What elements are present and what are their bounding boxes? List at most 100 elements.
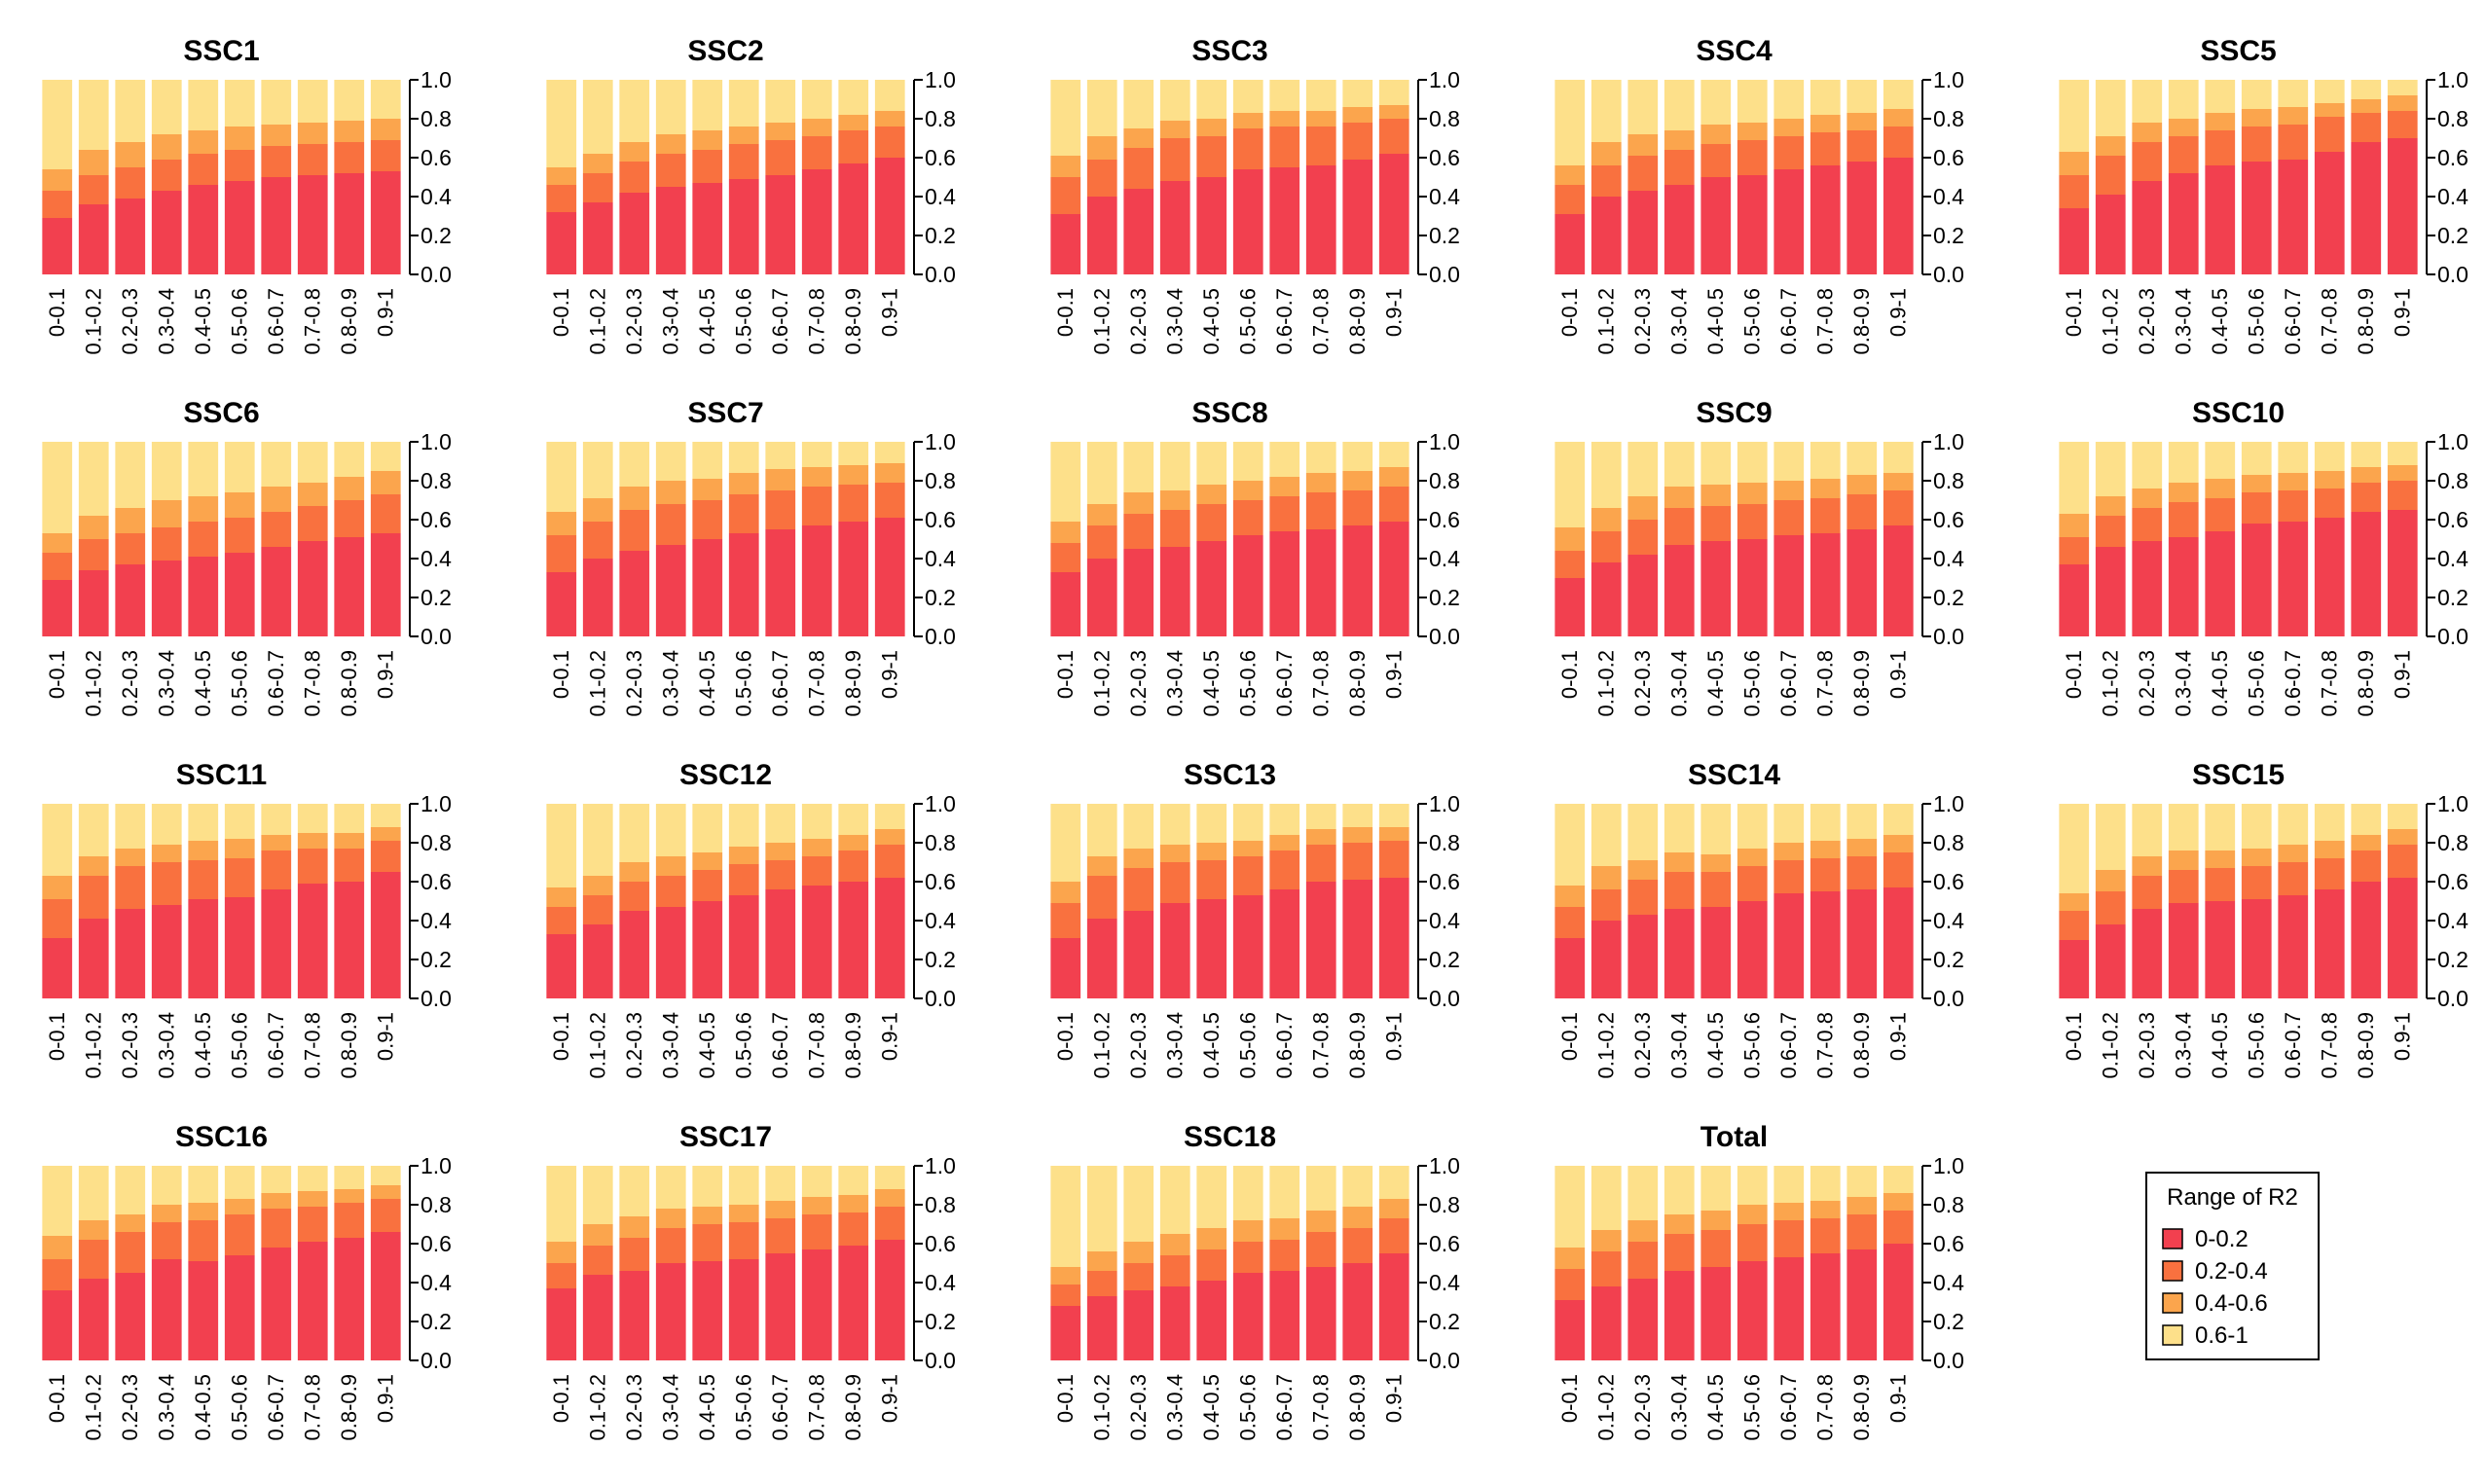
- bar-segment-0.6-1: [1701, 80, 1732, 125]
- bar-segment-0.4-0.6: [1883, 109, 1914, 127]
- bar-segment-0.2-0.4: [1342, 1228, 1373, 1263]
- x-category-label: 0.8-0.9: [1345, 1012, 1370, 1079]
- bar-segment-0.4-0.6: [1196, 119, 1227, 136]
- bar-segment-0.4-0.6: [1554, 165, 1586, 185]
- x-category-label: 0.7-0.8: [1308, 650, 1333, 717]
- bar-segment-0.4-0.6: [2241, 849, 2272, 866]
- bar-segment-0.4-0.6: [1086, 1251, 1117, 1271]
- bar-segment-0.2-0.4: [838, 1213, 869, 1246]
- x-category-label: 0.4-0.5: [1199, 1374, 1224, 1441]
- y-tick-label: 0.8: [925, 830, 956, 855]
- bar-segment-0-0.2: [1628, 555, 1659, 636]
- bar-segment-0-0.2: [1378, 1253, 1409, 1360]
- bar-segment-0.2-0.4: [838, 130, 869, 163]
- x-category-label: 0.9-1: [1885, 1012, 1910, 1061]
- x-category-label: 0.2-0.3: [622, 288, 646, 355]
- bar-segment-0.6-1: [1050, 442, 1081, 522]
- bar-segment-0.2-0.4: [115, 1232, 146, 1273]
- bar-segment-0.4-0.6: [655, 856, 686, 876]
- bar-segment-0-0.2: [1810, 165, 1841, 274]
- bar-segment-0.6-1: [188, 80, 219, 130]
- bar-segment-0.4-0.6: [1664, 130, 1695, 150]
- y-tick-label: 1.0: [1933, 67, 1964, 92]
- x-category-label: 0.5-0.6: [2244, 1012, 2268, 1079]
- y-tick-label: 1.0: [925, 791, 956, 816]
- bar-segment-0-0.2: [261, 889, 292, 998]
- y-tick-label: 1.0: [1429, 67, 1460, 92]
- bar-segment-0.4-0.6: [1774, 1203, 1805, 1220]
- bar-segment-0-0.2: [42, 1290, 73, 1360]
- x-category-label: 0.4-0.5: [695, 650, 719, 717]
- bar-segment-0.6-1: [370, 80, 401, 119]
- bar-segment-0-0.2: [151, 905, 182, 998]
- bar-segment-0.6-1: [1664, 1166, 1695, 1214]
- bar-segment-0.4-0.6: [2278, 845, 2309, 862]
- bar-segment-0-0.2: [224, 897, 255, 998]
- bar-segment-0.2-0.4: [546, 535, 577, 572]
- x-category-label: 0.5-0.6: [227, 1012, 251, 1079]
- bar-segment-0.6-1: [2059, 80, 2090, 152]
- bar-segment-0-0.2: [1123, 189, 1154, 274]
- bar-segment-0-0.2: [582, 202, 613, 274]
- y-tick-label: 0.0: [1933, 624, 1964, 649]
- x-category-label: 0.8-0.9: [1345, 650, 1370, 717]
- y-tick-label: 0.4: [421, 184, 452, 209]
- x-category-label: 0.7-0.8: [300, 288, 324, 355]
- y-tick-label: 0.0: [421, 1348, 452, 1373]
- bar-segment-0.6-1: [692, 1166, 723, 1207]
- bar-segment-0.4-0.6: [801, 119, 832, 136]
- bar-segment-0.4-0.6: [765, 1201, 796, 1218]
- bar-segment-0.4-0.6: [582, 498, 613, 522]
- x-category-label: 0.7-0.8: [804, 650, 828, 717]
- bar-segment-0-0.2: [334, 882, 365, 998]
- bar-segment-0-0.2: [728, 533, 759, 636]
- bar-segment-0-0.2: [1159, 903, 1190, 998]
- bar-segment-0.4-0.6: [2387, 465, 2418, 481]
- bar-segment-0-0.2: [546, 934, 577, 998]
- bar-segment-0-0.2: [619, 1271, 650, 1360]
- bar-segment-0-0.2: [1737, 901, 1768, 998]
- bar-segment-0.6-1: [1086, 804, 1117, 856]
- bar-segment-0-0.2: [765, 1253, 796, 1360]
- bar-segment-0-0.2: [2278, 522, 2309, 636]
- bar-segment-0.2-0.4: [1305, 1232, 1336, 1267]
- bar-segment-0.6-1: [765, 80, 796, 123]
- y-tick-label: 1.0: [421, 791, 452, 816]
- bar-segment-0.2-0.4: [582, 1246, 613, 1275]
- x-category-label: 0.9-1: [877, 1374, 901, 1423]
- bar-segment-0.4-0.6: [1378, 105, 1409, 119]
- bar-segment-0.6-1: [1883, 80, 1914, 109]
- bar-segment-0.6-1: [1701, 442, 1732, 485]
- bar-segment-0.4-0.6: [42, 1236, 73, 1259]
- bar-segment-0.2-0.4: [1123, 148, 1154, 189]
- bar-segment-0.2-0.4: [2278, 490, 2309, 522]
- y-tick-label: 1.0: [1933, 1153, 1964, 1178]
- x-category-label: 0.1-0.2: [1593, 288, 1618, 355]
- panel-title: SSC8: [1191, 397, 1267, 429]
- bar-segment-0.2-0.4: [1628, 520, 1659, 555]
- panel-title: SSC2: [687, 35, 763, 67]
- y-tick-label: 1.0: [1933, 791, 1964, 816]
- bar-segment-0-0.2: [1701, 1267, 1732, 1360]
- legend-label: 0.6-1: [2195, 1322, 2249, 1349]
- bar-segment-0.6-1: [801, 804, 832, 839]
- bar-segment-0.2-0.4: [1554, 551, 1586, 578]
- bar-segment-0.6-1: [874, 804, 905, 829]
- bar-segment-0.4-0.6: [2168, 851, 2199, 870]
- bar-segment-0.2-0.4: [728, 1222, 759, 1259]
- x-category-label: 0.2-0.3: [2135, 1012, 2159, 1079]
- bar-segment-0.6-1: [1123, 804, 1154, 849]
- bar-segment-0.2-0.4: [1810, 132, 1841, 165]
- bar-segment-0.2-0.4: [1774, 500, 1805, 535]
- bar-segment-0.2-0.4: [1159, 1255, 1190, 1286]
- x-category-label: 0.2-0.3: [118, 650, 142, 717]
- y-tick-label: 0.8: [421, 468, 452, 493]
- bar-segment-0.2-0.4: [2059, 911, 2090, 940]
- bar-segment-0.6-1: [655, 442, 686, 481]
- bar-segment-0.2-0.4: [1883, 1211, 1914, 1244]
- bar-segment-0.4-0.6: [78, 150, 109, 175]
- bar-segment-0-0.2: [582, 1275, 613, 1360]
- bar-segment-0.2-0.4: [2314, 489, 2345, 518]
- bar-segment-0.2-0.4: [42, 553, 73, 580]
- bar-segment-0.6-1: [1232, 80, 1263, 113]
